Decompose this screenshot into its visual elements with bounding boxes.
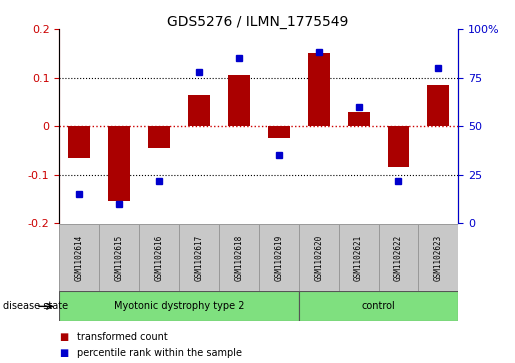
Text: GSM1102621: GSM1102621 xyxy=(354,235,363,281)
Text: disease state: disease state xyxy=(3,301,67,311)
Bar xyxy=(68,126,90,158)
Bar xyxy=(219,224,259,292)
Text: ■: ■ xyxy=(59,332,68,342)
Bar xyxy=(339,224,379,292)
Bar xyxy=(379,224,418,292)
Text: GSM1102617: GSM1102617 xyxy=(195,235,203,281)
Text: transformed count: transformed count xyxy=(77,332,168,342)
Text: GSM1102615: GSM1102615 xyxy=(115,235,124,281)
Bar xyxy=(59,291,299,321)
Bar xyxy=(299,224,339,292)
Bar xyxy=(148,126,170,148)
Text: GSM1102616: GSM1102616 xyxy=(154,235,163,281)
Text: GDS5276 / ILMN_1775549: GDS5276 / ILMN_1775549 xyxy=(167,15,348,29)
Text: GSM1102620: GSM1102620 xyxy=(314,235,323,281)
Bar xyxy=(188,95,210,126)
Bar xyxy=(387,126,409,167)
Text: GSM1102614: GSM1102614 xyxy=(75,235,83,281)
Bar xyxy=(427,85,450,126)
Text: GSM1102622: GSM1102622 xyxy=(394,235,403,281)
Bar xyxy=(268,126,290,138)
Bar xyxy=(348,111,370,126)
Text: GSM1102619: GSM1102619 xyxy=(274,235,283,281)
Bar xyxy=(418,224,458,292)
Text: GSM1102623: GSM1102623 xyxy=(434,235,443,281)
Bar xyxy=(99,224,139,292)
Text: percentile rank within the sample: percentile rank within the sample xyxy=(77,348,242,358)
Text: GSM1102618: GSM1102618 xyxy=(234,235,243,281)
Text: ■: ■ xyxy=(59,348,68,358)
Text: control: control xyxy=(362,301,396,311)
Bar xyxy=(59,224,99,292)
Bar xyxy=(259,224,299,292)
Bar xyxy=(139,224,179,292)
Bar xyxy=(179,224,219,292)
Bar xyxy=(299,291,458,321)
Text: Myotonic dystrophy type 2: Myotonic dystrophy type 2 xyxy=(114,301,244,311)
Bar xyxy=(228,75,250,126)
Bar xyxy=(307,53,330,126)
Bar xyxy=(108,126,130,201)
